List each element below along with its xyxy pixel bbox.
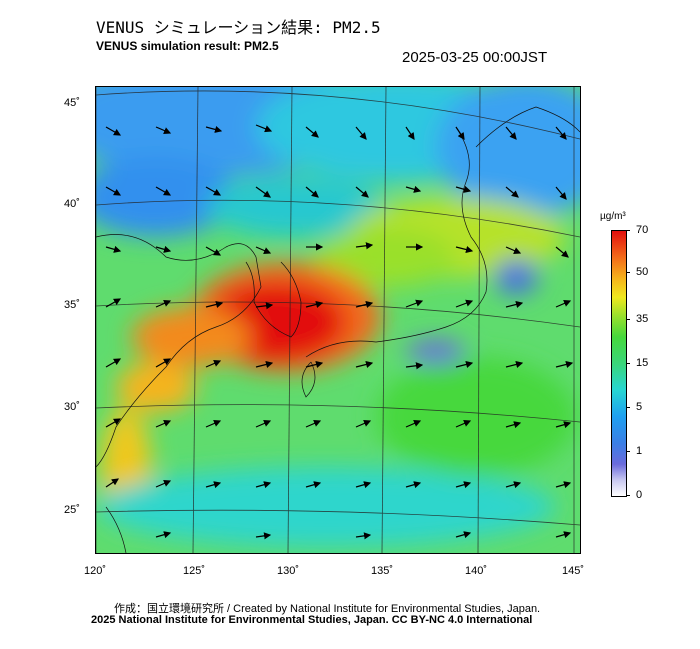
colorbar-tick xyxy=(626,495,630,496)
lat-label-35: 35˚ xyxy=(64,299,80,311)
colorbar-tick xyxy=(626,363,630,364)
colorbar xyxy=(611,230,627,497)
map-panel xyxy=(95,86,581,554)
timestamp: 2025-03-25 00:00JST xyxy=(402,49,548,66)
colorbar-label-70: 70 xyxy=(636,224,649,236)
colorbar-tick xyxy=(626,319,630,320)
lat-label-40: 40˚ xyxy=(64,198,80,210)
colorbar-tick xyxy=(626,230,630,231)
lon-label-135: 135˚ xyxy=(371,565,394,577)
colorbar-label-0: 0 xyxy=(636,489,643,501)
colorbar-label-35: 35 xyxy=(636,313,649,325)
colorbar-label-50: 50 xyxy=(636,266,649,278)
colorbar-label-5: 5 xyxy=(636,401,643,413)
copyright-line: 2025 National Institute for Environmenta… xyxy=(91,614,533,626)
lat-label-45: 45˚ xyxy=(64,97,80,109)
colorbar-tick xyxy=(626,272,630,273)
colorbar-tick xyxy=(626,451,630,452)
lon-label-120: 120˚ xyxy=(84,565,107,577)
credit-line: 作成：国立環境研究所 / Created by National Institu… xyxy=(114,603,541,615)
lon-label-140: 140˚ xyxy=(465,565,488,577)
lat-label-30: 30˚ xyxy=(64,401,80,413)
colorbar-label-1: 1 xyxy=(636,445,643,457)
title-en: VENUS simulation result: PM2.5 xyxy=(96,39,279,53)
pm25-map xyxy=(96,87,580,553)
lon-label-130: 130˚ xyxy=(277,565,300,577)
title-jp: VENUS シミュレーション結果: PM2.5 xyxy=(96,18,381,37)
lon-label-125: 125˚ xyxy=(183,565,206,577)
colorbar-unit: µg/m³ xyxy=(600,211,626,222)
colorbar-label-15: 15 xyxy=(636,357,649,369)
colorbar-tick xyxy=(626,407,630,408)
lat-label-25: 25˚ xyxy=(64,504,80,516)
lon-label-145: 145˚ xyxy=(562,565,585,577)
